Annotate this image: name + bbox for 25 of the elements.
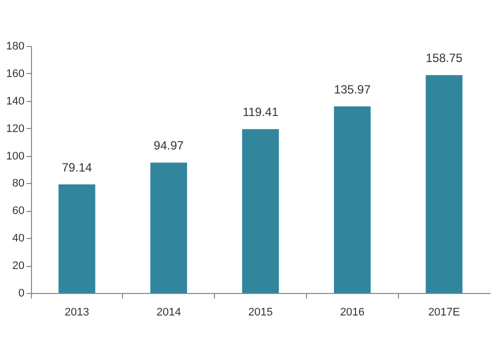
y-tick-label: 40 <box>12 232 24 245</box>
y-tick-label: 20 <box>12 260 24 272</box>
data-label: 94.97 <box>154 138 184 153</box>
bar <box>58 184 96 293</box>
y-tick-label: 180 <box>6 40 24 52</box>
y-tick-label: 120 <box>6 122 24 135</box>
x-tick-label: 2014 <box>156 306 181 318</box>
y-tick-label: 80 <box>12 178 24 190</box>
data-label: 158.75 <box>426 51 463 66</box>
bar <box>334 106 371 293</box>
y-tick-label: 160 <box>6 68 24 80</box>
data-label: 79.14 <box>62 160 92 174</box>
x-tick-label: 2016 <box>340 306 365 318</box>
x-tick-label: 2013 <box>64 306 90 318</box>
x-tick-label: 2015 <box>248 306 273 318</box>
bar <box>242 129 279 293</box>
data-label: 119.41 <box>242 105 279 120</box>
y-tick-label: 140 <box>6 95 24 108</box>
data-label: 135.97 <box>334 82 371 96</box>
y-tick-label: 60 <box>12 205 24 218</box>
bar <box>150 162 188 293</box>
x-tick-label: 2017E <box>428 306 460 318</box>
y-tick-label: 0 <box>18 288 24 300</box>
y-tick-label: 100 <box>6 150 24 162</box>
bar <box>426 75 462 293</box>
